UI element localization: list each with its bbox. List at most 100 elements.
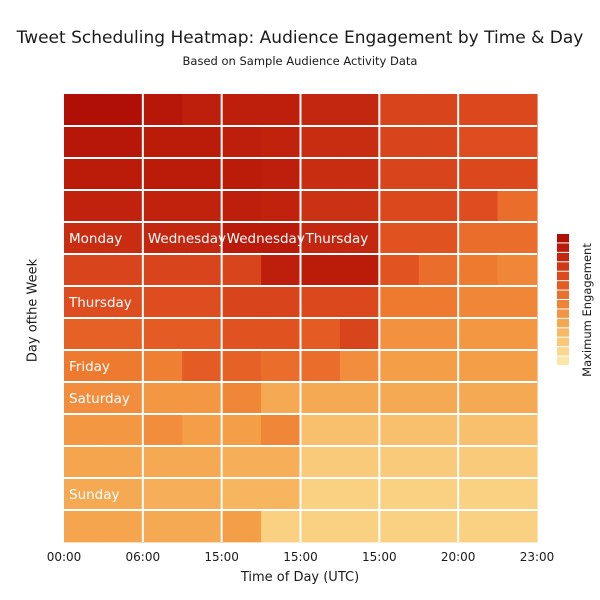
heatmap-cell: [300, 382, 341, 415]
x-tick-label: 15:00: [283, 550, 318, 564]
heatmap-cell: [379, 350, 420, 383]
x-tick-label: 23:00: [520, 550, 555, 564]
heatmap-cell: [418, 94, 459, 127]
heatmap-cell: [182, 478, 223, 511]
x-tick-label: 15:00: [204, 550, 239, 564]
heatmap-cell: [142, 126, 183, 159]
heatmap-cell: [142, 510, 183, 543]
heatmap-cell: [261, 254, 302, 287]
heatmap-cell: [142, 318, 183, 351]
heatmap-cell: [418, 510, 459, 543]
heatmap-cell: [300, 222, 341, 255]
heatmap-cell: [418, 382, 459, 415]
heatmap-cell: [379, 478, 420, 511]
heatmap-cell: [64, 414, 105, 447]
heatmap-cell: [221, 414, 262, 447]
heatmap-cell: [142, 446, 183, 479]
heatmap-cell: [458, 446, 499, 479]
heatmap-cell: [418, 254, 459, 287]
cell-text-label: Wednesday: [148, 231, 226, 247]
heatmap-cell: [221, 350, 262, 383]
heatmap-cell: [339, 254, 380, 287]
heatmap-cell: [103, 94, 144, 127]
heatmap-cell: [182, 222, 223, 255]
heatmap-cell: [182, 446, 223, 479]
heatmap-cell: [142, 382, 183, 415]
heatmap-cell: [64, 94, 105, 127]
colorbar-swatch: [557, 262, 569, 271]
chart-title: Tweet Scheduling Heatmap: Audience Engag…: [16, 28, 584, 48]
heatmap-cell: [182, 382, 223, 415]
heatmap-cell: [182, 510, 223, 543]
colorbar-swatch: [557, 252, 569, 262]
heatmap-cell: [261, 158, 302, 191]
cell-text-label: Thursday: [305, 231, 369, 247]
heatmap-cell: [379, 286, 420, 319]
cell-text-label: Wednesday: [227, 231, 305, 247]
heatmap-cell: [221, 158, 262, 191]
heatmap-cell: [379, 158, 420, 191]
colorbar-swatch: [557, 300, 569, 309]
x-axis-label: Time of Day (UTC): [240, 570, 360, 585]
heatmap-cell: [497, 478, 538, 511]
heatmap-cell: [300, 158, 341, 191]
heatmap-cell: [103, 478, 144, 511]
heatmap-cell: [221, 382, 262, 415]
heatmap-cell: [182, 94, 223, 127]
heatmap-cell: [103, 126, 144, 159]
heatmap-cell: [142, 158, 183, 191]
heatmap-cell: [418, 286, 459, 319]
heatmap-cell: [261, 446, 302, 479]
colorbar-swatch: [557, 337, 569, 347]
heatmap-cell: [103, 446, 144, 479]
heatmap-cell: [103, 382, 144, 415]
heatmap-cell: [221, 478, 262, 511]
heatmap-cell: [64, 382, 105, 415]
heatmap-cell: [339, 318, 380, 351]
cell-text-label: Friday: [69, 359, 110, 375]
heatmap-cell: [418, 158, 459, 191]
heatmap-cell: [300, 350, 341, 383]
heatmap-cell: [103, 286, 144, 319]
heatmap-cell: [182, 254, 223, 287]
heatmap-cell: [418, 414, 459, 447]
heatmap-cell: [182, 350, 223, 383]
heatmap-cell: [221, 126, 262, 159]
heatmap-cell: [497, 190, 538, 223]
heatmap-cell: [497, 414, 538, 447]
heatmap-cell: [300, 414, 341, 447]
heatmap-cell: [221, 510, 262, 543]
x-tick-label: 00:00: [47, 550, 82, 564]
heatmap-cell: [379, 446, 420, 479]
heatmap-cell: [261, 318, 302, 351]
heatmap-cell: [458, 190, 499, 223]
heatmap-cell: [339, 382, 380, 415]
heatmap-cell: [379, 222, 420, 255]
heatmap-cell: [379, 318, 420, 351]
heatmap-cell: [300, 510, 341, 543]
heatmap-cell: [458, 414, 499, 447]
heatmap-cell: [339, 222, 380, 255]
heatmap-cell: [458, 94, 499, 127]
heatmap-cell: [497, 286, 538, 319]
heatmap-cell: [497, 126, 538, 159]
heatmap-cell: [182, 190, 223, 223]
heatmap-cell: [142, 350, 183, 383]
heatmap-cell: [142, 254, 183, 287]
heatmap-cell: [261, 190, 302, 223]
heatmap-cell: [261, 510, 302, 543]
heatmap-cell: [103, 414, 144, 447]
heatmap-cell: [339, 158, 380, 191]
colorbar-swatch: [557, 234, 569, 243]
heatmap-cell: [379, 94, 420, 127]
heatmap-cell: [339, 350, 380, 383]
heatmap-cell: [458, 478, 499, 511]
heatmap-cell: [379, 190, 420, 223]
heatmap-cell: [300, 190, 341, 223]
heatmap-cell: [182, 158, 223, 191]
heatmap-cell: [221, 222, 262, 255]
heatmap-cell: [64, 446, 105, 479]
heatmap-cell: [261, 350, 302, 383]
heatmap-cell: [458, 318, 499, 351]
